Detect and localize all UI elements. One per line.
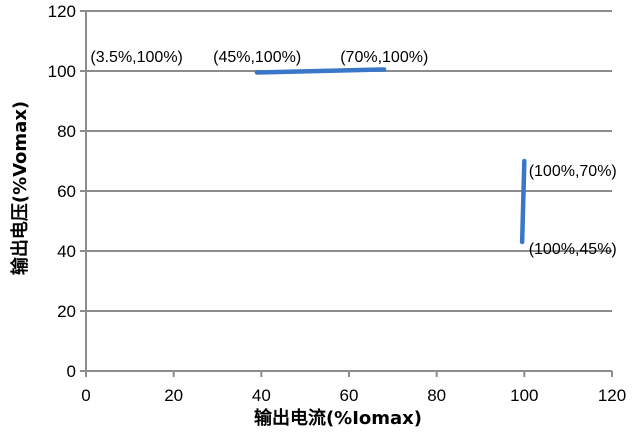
- y-tick-label: 0: [67, 362, 76, 381]
- y-tick-label: 40: [57, 242, 76, 261]
- axes: [80, 10, 613, 377]
- y-tick-label: 20: [57, 302, 76, 321]
- point-label: (100%,45%): [529, 241, 617, 258]
- point-label: (70%,100%): [340, 49, 428, 66]
- y-tick-label: 80: [57, 122, 76, 141]
- y-tick-label: 60: [57, 182, 76, 201]
- x-tick-label: 20: [164, 386, 183, 405]
- x-tick-label: 40: [252, 386, 271, 405]
- x-tick-label: 0: [81, 386, 90, 405]
- y-axis-title: 输出电压(%Vomax): [9, 101, 31, 275]
- x-tick-label: 120: [598, 386, 626, 405]
- x-tick-label: 100: [510, 386, 538, 405]
- y-tick-label: 100: [48, 62, 76, 81]
- x-tick-labels: 0 20 40 60 80 100 120: [81, 386, 626, 405]
- x-tick-label: 60: [340, 386, 359, 405]
- x-tick-label: 80: [427, 386, 446, 405]
- point-labels: (3.5%,100%) (45%,100%) (70%,100%) (100%,70%…: [90, 49, 616, 258]
- series-line-2: [519, 158, 527, 245]
- y-tick-label: 120: [48, 2, 76, 21]
- y-tick-labels: 0 20 40 60 80 100 120: [48, 2, 76, 381]
- series-lines: [254, 67, 527, 245]
- point-label: (45%,100%): [213, 49, 301, 66]
- x-axis-title: 输出电流(%Iomax): [254, 407, 422, 429]
- point-label: (100%,70%): [529, 163, 617, 180]
- point-label: (3.5%,100%): [90, 49, 183, 66]
- series-line-1: [254, 67, 387, 75]
